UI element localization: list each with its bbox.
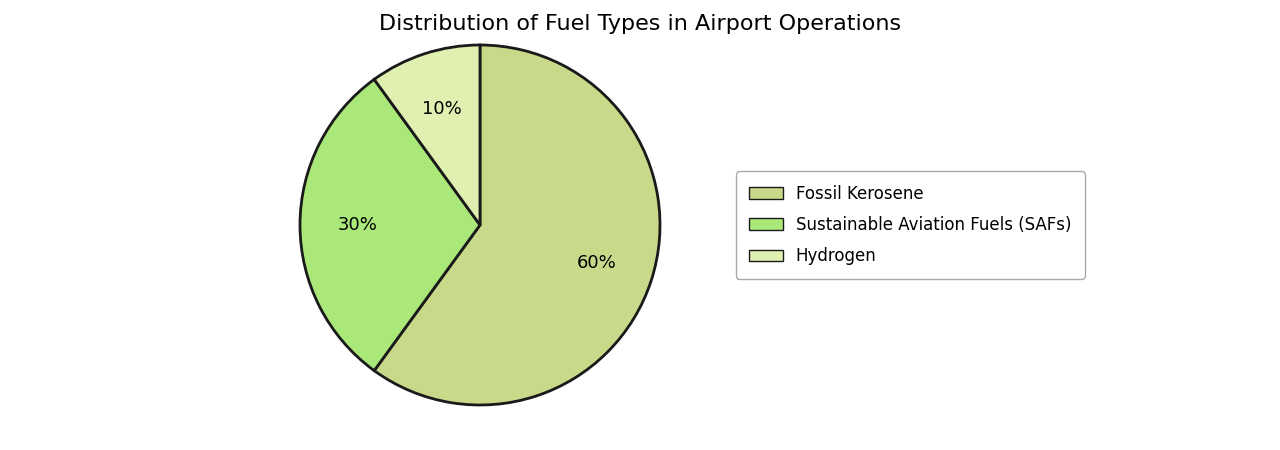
Text: 60%: 60%	[576, 254, 616, 272]
Wedge shape	[374, 45, 480, 225]
Wedge shape	[300, 79, 480, 371]
Text: Distribution of Fuel Types in Airport Operations: Distribution of Fuel Types in Airport Op…	[379, 14, 901, 33]
Legend: Fossil Kerosene, Sustainable Aviation Fuels (SAFs), Hydrogen: Fossil Kerosene, Sustainable Aviation Fu…	[736, 171, 1084, 279]
Text: 10%: 10%	[422, 99, 462, 117]
Wedge shape	[374, 45, 660, 405]
Text: 30%: 30%	[338, 216, 378, 234]
